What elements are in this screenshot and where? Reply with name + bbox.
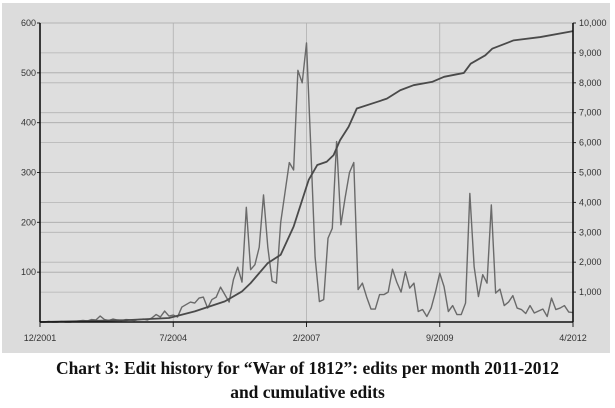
y-left-tick-label: 100 bbox=[21, 267, 36, 277]
x-tick-label: 9/2009 bbox=[426, 333, 454, 343]
y-right-tick-label: 8,000 bbox=[579, 78, 602, 88]
y-left-tick-label: 600 bbox=[21, 18, 36, 28]
cumulative-edits-line bbox=[39, 30, 574, 323]
chart-caption: Chart 3: Edit history for “War of 1812”:… bbox=[0, 356, 615, 404]
y-right-tick-label: 1,000 bbox=[579, 287, 602, 297]
y-left-tick-label: 400 bbox=[21, 118, 36, 128]
x-tick-label: 4/2012 bbox=[559, 333, 587, 343]
y-left-tick-label: 500 bbox=[21, 68, 36, 78]
y-left-tick-label: 300 bbox=[21, 168, 36, 178]
y-right-tick-label: 4,000 bbox=[579, 197, 602, 207]
y-right-tick-label: 7,000 bbox=[579, 108, 602, 118]
caption-line-2: and cumulative edits bbox=[230, 382, 385, 402]
x-tick-label: 7/2004 bbox=[159, 333, 187, 343]
x-tick-label: 12/2001 bbox=[24, 333, 57, 343]
y-right-tick-label: 3,000 bbox=[579, 227, 602, 237]
x-tick-label: 2/2007 bbox=[293, 333, 321, 343]
y-right-tick-label: 2,000 bbox=[579, 257, 602, 267]
y-right-tick-label: 6,000 bbox=[579, 138, 602, 148]
caption-line-1: Chart 3: Edit history for “War of 1812”:… bbox=[55, 358, 560, 378]
y-right-tick-label: 5,000 bbox=[579, 168, 602, 178]
y-right-tick-label: 10,000 bbox=[579, 18, 607, 28]
y-right-tick-label: 9,000 bbox=[579, 48, 602, 58]
edit-history-chart: 100 200 300 400 500 600 1,000 2,000 3,000 4,000 5,… bbox=[21, 18, 607, 343]
y-left-tick-label: 200 bbox=[21, 217, 36, 227]
